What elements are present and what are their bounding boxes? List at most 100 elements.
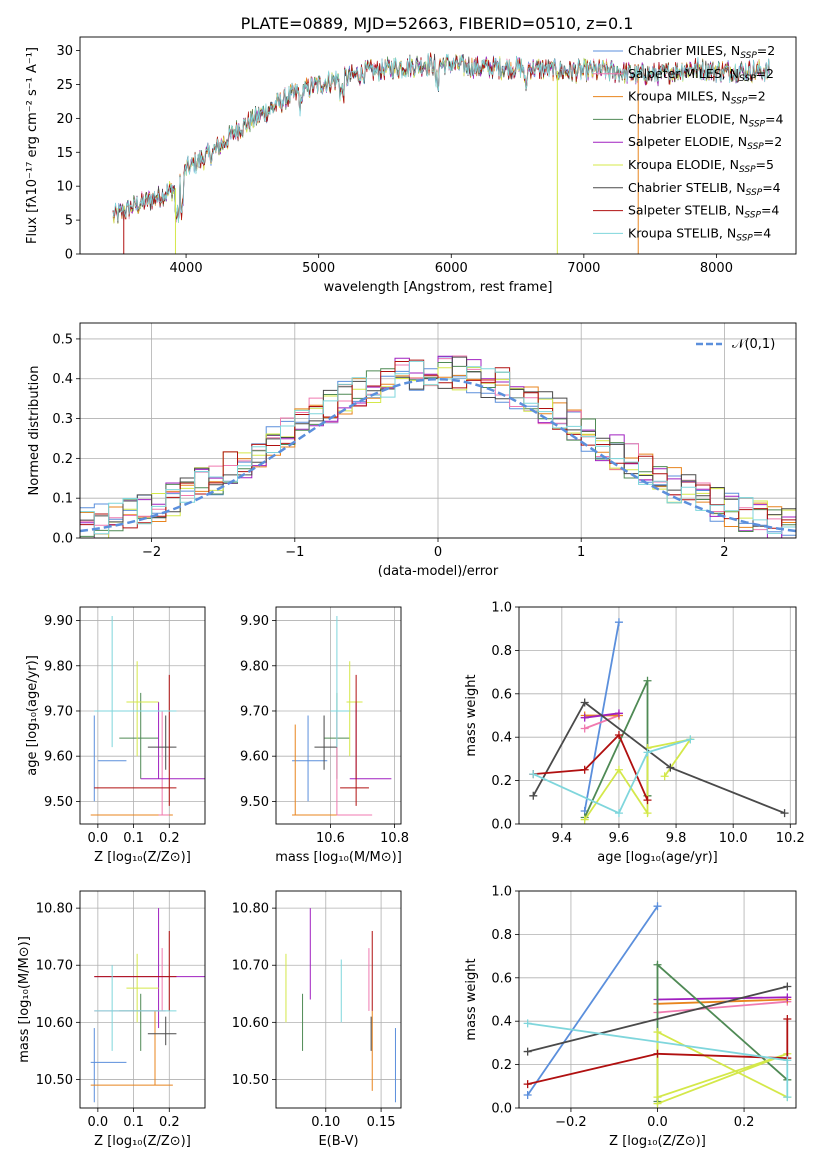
y-tick-label: 0.2 <box>491 1058 512 1073</box>
weight-marker-cyan <box>523 1019 532 1028</box>
weight-marker-yellow <box>660 772 669 781</box>
legend-label: Salpeter ELODIE, NSSP=2 <box>628 134 782 152</box>
y-axis-label: age [log₁₀(age/yr)] <box>25 655 40 776</box>
weight-line-green <box>656 962 788 1102</box>
x-tick-label: −1 <box>285 545 304 560</box>
normal-reference-curve <box>80 377 796 533</box>
weight-marker-red <box>653 1049 662 1058</box>
axes-frame <box>518 606 797 825</box>
y-tick-label: 9.60 <box>44 750 73 765</box>
y-tick-label: 9.80 <box>240 659 269 674</box>
axes-frame <box>275 606 402 825</box>
legend-label: Chabrier STELIB, NSSP=4 <box>628 180 781 198</box>
weight-marker-purple <box>783 993 792 1002</box>
weight-marker-gray <box>780 809 789 818</box>
legend-label-sub: SSP <box>747 142 764 152</box>
y-axis-label: Flux [fλ10⁻¹⁷ erg cm⁻² s⁻¹ A⁻¹] <box>25 47 40 244</box>
weight-marker-red <box>580 765 589 774</box>
axes-frame <box>79 606 206 825</box>
weight-line-pink <box>584 714 620 730</box>
y-tick-label: 10.80 <box>36 902 73 917</box>
weight-marker-gray <box>580 698 589 707</box>
x-tick-label: 4000 <box>170 261 203 276</box>
y-tick-label: 30 <box>56 44 73 59</box>
legend-label-tail: =2 <box>764 134 782 149</box>
x-tick-label: 0.0 <box>88 1115 109 1130</box>
legend-label-tail: =2 <box>757 43 775 58</box>
y-tick-label: 0.8 <box>491 928 512 943</box>
y-tick-label: 5 <box>65 214 73 229</box>
plot-layer: 4000 5000 6000 7000 8000051015202530waveleng… <box>17 36 805 1149</box>
weight-line-red <box>527 1019 789 1085</box>
histogram-gray <box>80 356 796 527</box>
weight-marker-red <box>643 796 652 805</box>
y-tick-label: 9.70 <box>240 704 269 719</box>
weight-marker-yellow <box>653 1028 662 1037</box>
legend-label: Kroupa ELODIE, NSSP=5 <box>628 157 774 175</box>
y-tick-label: 0 <box>65 248 73 263</box>
weight-marker-blue <box>653 902 662 911</box>
axes-frame <box>79 890 206 1109</box>
x-tick-label: 2 <box>720 545 728 560</box>
legend-label-sub: SSP <box>731 97 748 107</box>
panel-weight-vs-Z: −0.2 0.0 0.2 0.0 0.2 0.4 0.6 0.8 1.0 Z [log₁₀(Z/Z… <box>464 885 797 1149</box>
panel-age-vs-Z: 0.0 0.1 0.2 9.50 9.60 9.70 9.80 9.90 Z [log₁₀(Z/… <box>25 606 206 865</box>
legend-label-sub: SSP <box>740 51 757 61</box>
panel-age-vs-mass: 10.6 10.8 9.50 9.60 9.70 9.80 9.90 mass [log₁₀(… <box>240 606 409 865</box>
axes-frame <box>79 322 797 539</box>
y-tick-label: 10.60 <box>36 1016 73 1031</box>
weight-marker-green <box>643 676 652 685</box>
legend-label: Chabrier MILES, NSSP=2 <box>628 43 775 61</box>
weight-marker-cyan <box>614 809 623 818</box>
y-tick-label: 0.0 <box>491 1102 512 1117</box>
weight-marker-blue <box>523 1090 532 1099</box>
legend-label: Salpeter STELIB, NSSP=4 <box>628 203 779 221</box>
y-tick-label: 0.2 <box>491 774 512 789</box>
y-tick-label: 10.50 <box>232 1073 269 1088</box>
weight-marker-yellow <box>653 1093 662 1102</box>
y-axis-label: mass weight <box>464 674 479 756</box>
x-tick-label: 8000 <box>700 261 733 276</box>
x-tick-label: 0.10 <box>311 1115 340 1130</box>
legend-label-main: Kroupa ELODIE, N <box>628 157 739 172</box>
plot-area-spectrum <box>112 52 770 254</box>
axes-frame <box>275 890 402 1109</box>
y-tick-label: 9.80 <box>44 659 73 674</box>
legend-label-normal: 𝒩(0,1) <box>732 337 775 352</box>
x-axis-label: Z [log₁₀(Z/Z⊙)] <box>94 850 191 865</box>
spectrum-line-cyan <box>112 53 770 223</box>
x-axis-label: age [log₁₀(age/yr)] <box>597 850 718 865</box>
x-tick-label: 0.2 <box>159 831 180 846</box>
weight-line-blue <box>526 905 659 1096</box>
x-axis-label: Z [log₁₀(Z/Z⊙)] <box>94 1134 191 1149</box>
y-tick-label: 9.50 <box>44 795 73 810</box>
y-tick-label: 10.60 <box>232 1016 269 1031</box>
legend-label: Salpeter MILES, NSSP=2 <box>628 66 774 84</box>
y-axis-label: mass weight <box>464 958 479 1040</box>
x-tick-label: 0.0 <box>88 831 109 846</box>
x-tick-label: −2 <box>142 545 161 560</box>
x-tick-label: 9.8 <box>666 831 687 846</box>
plot-area-age-vs-Z <box>90 616 205 816</box>
y-tick-label: 9.70 <box>44 704 73 719</box>
y-tick-label: 10.80 <box>232 902 269 917</box>
weight-marker-red <box>523 1080 532 1089</box>
legend-label-tail: =4 <box>753 225 771 240</box>
x-tick-label: 1 <box>577 545 585 560</box>
legend-label-main: Kroupa MILES, N <box>628 89 731 104</box>
legend-label-main: Kroupa STELIB, N <box>628 225 736 240</box>
figure-title: PLATE=0889, MJD=52663, FIBERID=0510, z=0… <box>241 14 634 33</box>
x-tick-label: 0.1 <box>123 831 144 846</box>
weight-marker-gray <box>783 982 792 991</box>
x-tick-label: 6000 <box>435 261 468 276</box>
legend-label-sub: SSP <box>739 165 756 175</box>
x-tick-label: 10.2 <box>776 831 805 846</box>
plot-area-mass-vs-Z <box>90 908 205 1103</box>
weight-line-gray <box>527 985 788 1053</box>
y-tick-label: 10 <box>56 180 73 195</box>
y-tick-label: 9.90 <box>240 614 269 629</box>
weight-marker-green <box>653 960 662 969</box>
legend-label: Chabrier ELODIE, NSSP=4 <box>628 111 783 129</box>
x-tick-label: 10.8 <box>380 831 409 846</box>
